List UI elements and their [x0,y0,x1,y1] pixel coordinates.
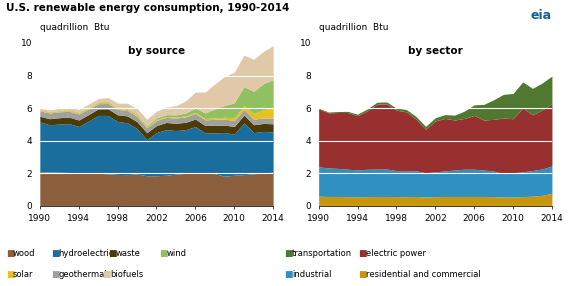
Text: ■: ■ [358,270,367,279]
Text: ■: ■ [6,249,14,258]
Text: industrial: industrial [292,270,331,279]
Text: hydroelectric: hydroelectric [59,249,114,258]
Text: residential and commercial: residential and commercial [366,270,481,279]
Text: biofuels: biofuels [110,270,143,279]
Text: transportation: transportation [292,249,352,258]
Text: by sector: by sector [408,46,463,56]
Text: ■: ■ [108,249,117,258]
Text: ■: ■ [284,249,293,258]
Text: U.S. renewable energy consumption, 1990-2014: U.S. renewable energy consumption, 1990-… [6,3,289,13]
Text: ■: ■ [6,270,14,279]
Text: eia: eia [531,9,552,21]
Text: ■: ■ [358,249,367,258]
Text: ■: ■ [51,249,60,258]
Text: ■: ■ [51,270,60,279]
Text: wind: wind [167,249,187,258]
Text: quadrillion  Btu: quadrillion Btu [319,23,388,32]
Text: waste: waste [116,249,141,258]
Text: by source: by source [128,46,185,56]
Text: wood: wood [13,249,36,258]
Text: ■: ■ [284,270,293,279]
Text: quadrillion  Btu: quadrillion Btu [40,23,109,32]
Text: solar: solar [13,270,34,279]
Text: ■: ■ [159,249,168,258]
Text: electric power: electric power [366,249,426,258]
Text: ■: ■ [102,270,111,279]
Text: geothermal: geothermal [59,270,107,279]
